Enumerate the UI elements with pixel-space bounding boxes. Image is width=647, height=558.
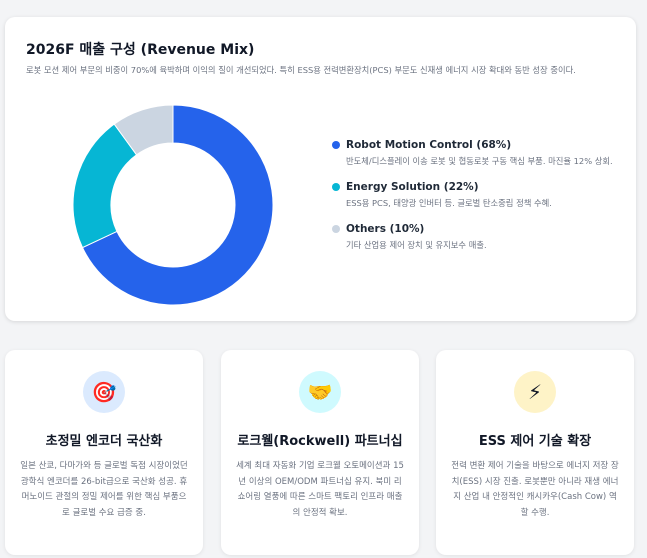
legend-item-energy-solution: Energy Solution (22%) ESS용 PCS, 태양광 인버터 … (332, 180, 622, 210)
card-text: 일본 산쿄, 다마가와 등 글로벌 독점 시장이었던 광학식 엔코더를 26-b… (20, 461, 188, 518)
card-title: ESS 제어 기술 확장 (478, 434, 592, 449)
legend-item-robot-motion: Robot Motion Control (68%) 반도체/디스플레이 이송 … (332, 138, 622, 168)
donut-slice-robot-motion-control (81, 104, 274, 306)
legend-title: Others (10%) (346, 223, 425, 235)
legend-text: 기타 산업용 제어 장치 및 유지보수 매출. (346, 240, 487, 250)
revenue-mix-card: 2026F 매출 구성 (Revenue Mix) 로봇 모션 제어 부문의 비… (5, 17, 636, 321)
legend-item-others: Others (10%) 기타 산업용 제어 장치 및 유지보수 매출. (332, 222, 622, 252)
target-icon: 🎯 (83, 371, 125, 413)
card-text: 전력 변환 제어 기술을 바탕으로 에너지 저장 장치(ESS) 시장 진출. … (451, 461, 619, 518)
handshake-icon: 🤝 (299, 371, 341, 413)
card-rockwell: 🤝 로크웰(Rockwell) 파트너십 세계 최대 자동화 기업 로크웰 오토… (221, 350, 419, 555)
card-title: 2026F 매출 구성 (Revenue Mix) (26, 42, 255, 58)
card-text: 세계 최대 자동화 기업 로크웰 오토메이션과 15년 이상의 OEM/ODM … (236, 461, 404, 518)
legend-dot (332, 183, 340, 191)
card-description: 로봇 모션 제어 부문의 비중이 70%에 육박하며 이익의 질이 개선되었다.… (26, 65, 576, 75)
revenue-donut-chart (72, 104, 274, 306)
card-title: 로크웰(Rockwell) 파트너십 (237, 434, 403, 449)
chart-legend: Robot Motion Control (68%) 반도체/디스플레이 이송 … (332, 138, 622, 264)
donut-slice-energy-solution (72, 123, 138, 249)
legend-text: ESS용 PCS, 태양광 인버터 등. 글로벌 탄소중립 정책 수혜. (346, 198, 552, 208)
legend-dot (332, 141, 340, 149)
card-ess: ⚡ ESS 제어 기술 확장 전력 변환 제어 기술을 바탕으로 에너지 저장 … (436, 350, 634, 555)
card-title: 초정밀 엔코더 국산화 (45, 434, 163, 449)
legend-dot (332, 225, 340, 233)
lightning-icon: ⚡ (514, 371, 556, 413)
legend-title: Energy Solution (22%) (346, 181, 479, 193)
legend-title: Robot Motion Control (68%) (346, 139, 512, 151)
card-encoder: 🎯 초정밀 엔코더 국산화 일본 산쿄, 다마가와 등 글로벌 독점 시장이었던… (5, 350, 203, 555)
donut-slice-others (113, 104, 174, 156)
legend-text: 반도체/디스플레이 이송 로봇 및 협동로봇 구동 핵심 부품. 마진율 12%… (346, 156, 613, 166)
